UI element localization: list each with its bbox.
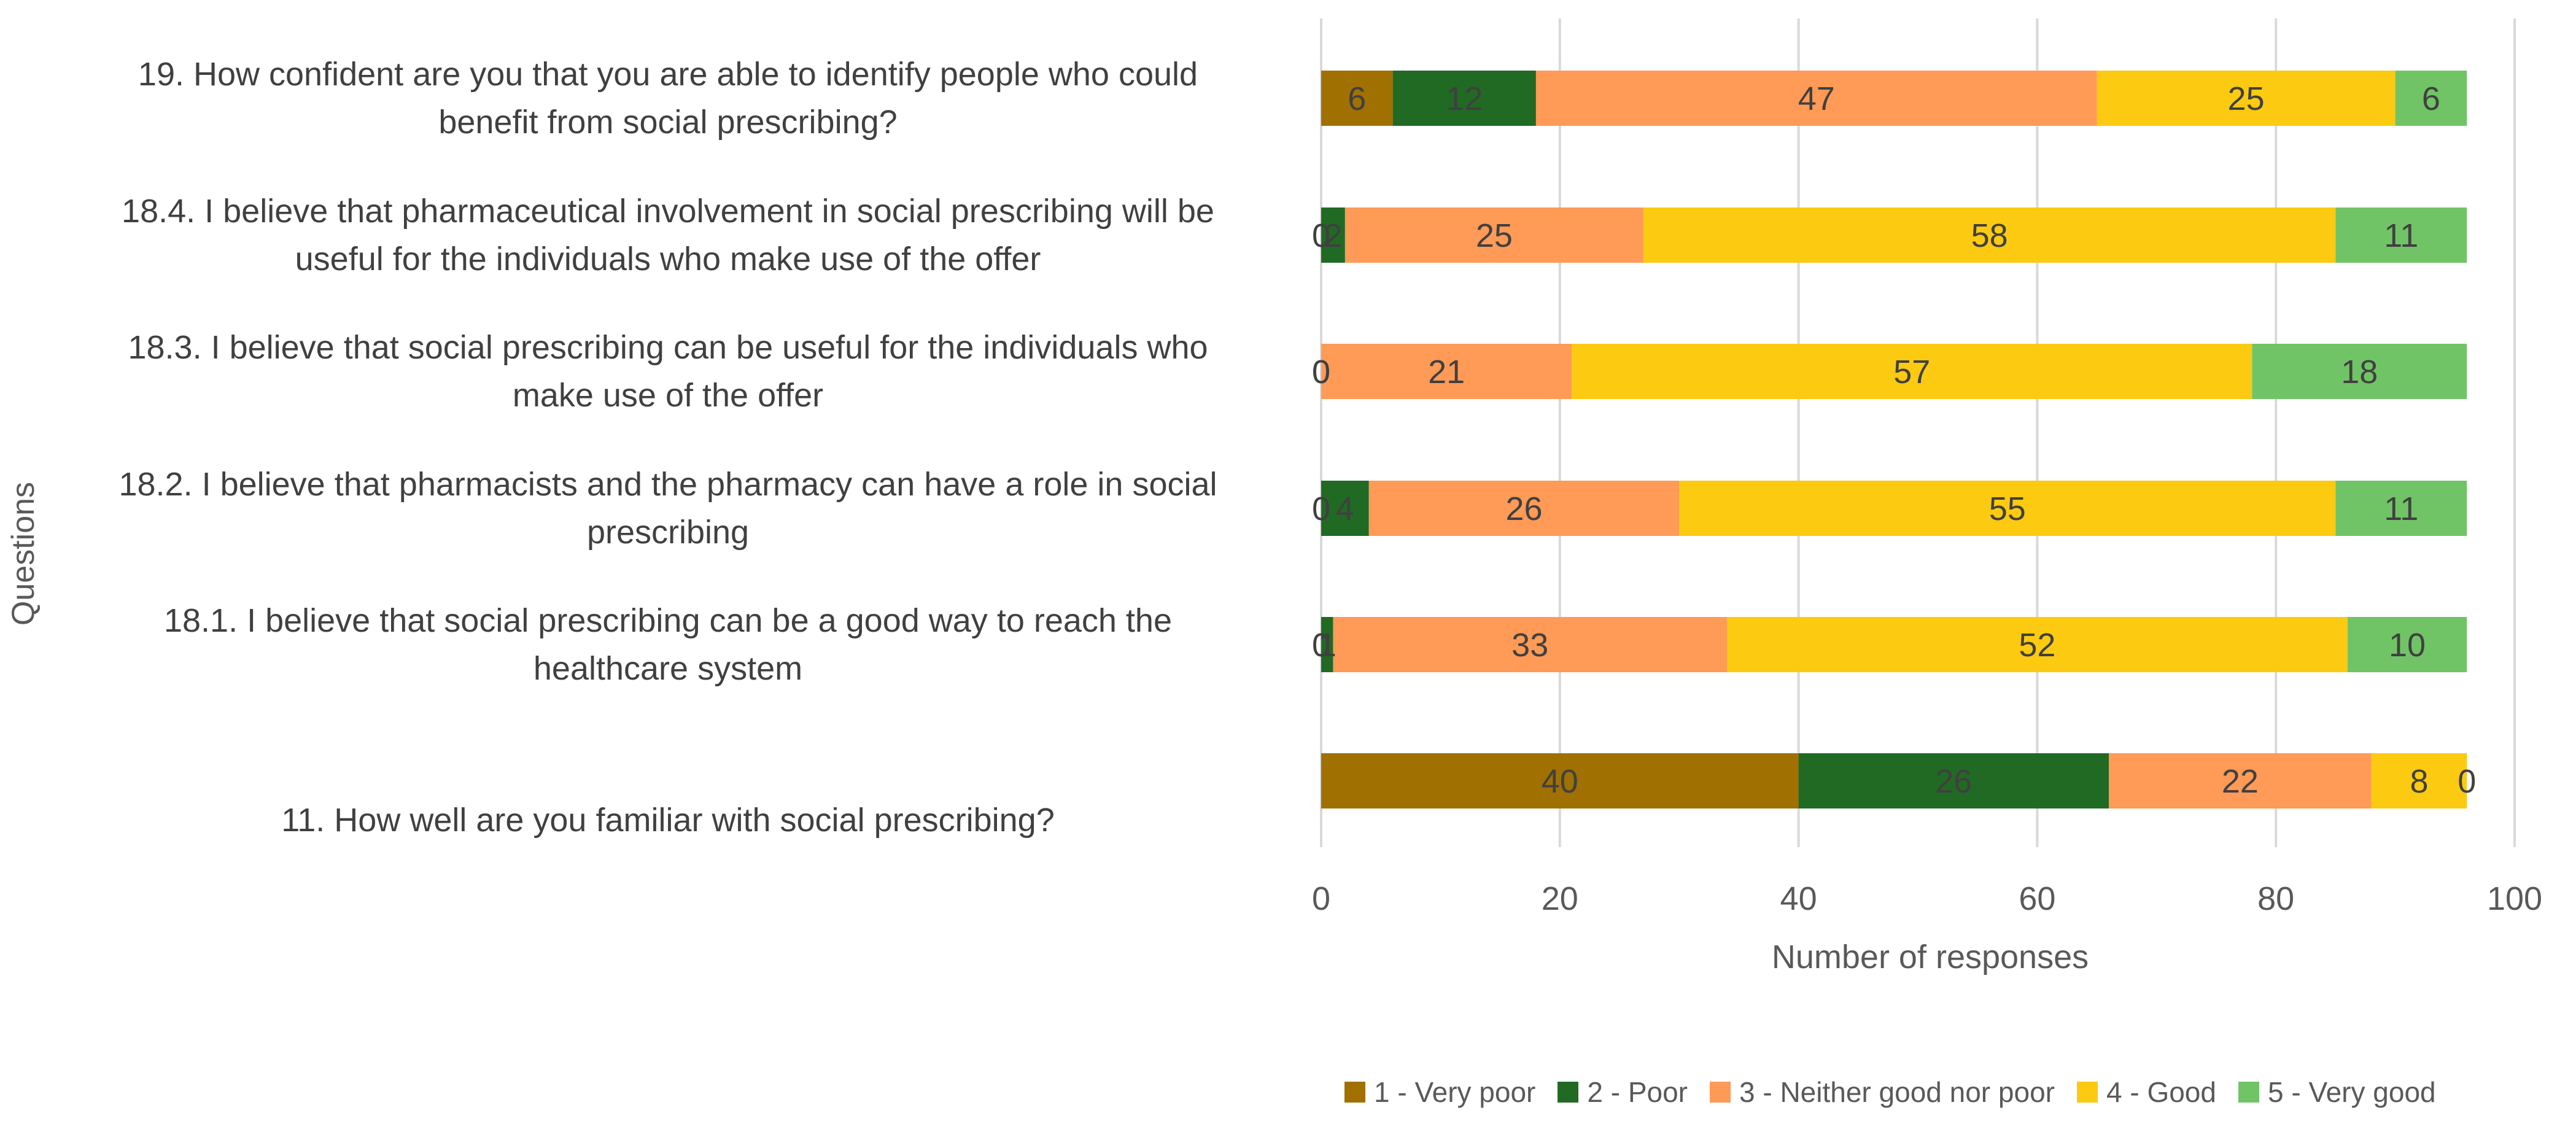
data-label: 1	[1318, 627, 1336, 664]
legend-label: 1 - Very poor	[1374, 1076, 1536, 1108]
bar-segment	[1798, 753, 2109, 808]
bar-segment	[1344, 207, 1643, 263]
legend-item: 1 - Very poor	[1344, 1076, 1535, 1109]
bar-segment	[1368, 481, 1680, 536]
bar-segment	[1321, 753, 1799, 808]
legend-label: 5 - Very good	[2267, 1076, 2436, 1108]
bar-segment	[1321, 344, 1572, 399]
bar-segment	[1643, 207, 2336, 263]
data-label: 0	[1312, 354, 1330, 390]
data-label: 11	[2384, 217, 2418, 254]
data-label: 26	[1505, 491, 1542, 527]
question-label: 18.3. I believe that social prescribing …	[128, 329, 1208, 414]
data-label: 8	[2410, 763, 2428, 800]
data-label: 25	[2228, 80, 2265, 117]
legend-swatch	[2238, 1082, 2259, 1103]
legend-label: 2 - Poor	[1587, 1076, 1688, 1108]
data-label: 6	[2422, 80, 2440, 117]
gridlines	[1320, 18, 2516, 847]
bar-segment	[1572, 344, 2252, 399]
legend-swatch	[1558, 1082, 1579, 1103]
data-label: 55	[1989, 491, 2026, 527]
question-label: 18.4. I believe that pharmaceutical invo…	[122, 193, 1214, 277]
x-tick-label: 80	[2257, 880, 2295, 917]
legend-item: 3 - Neither good nor poor	[1710, 1076, 2055, 1109]
bar-segment	[1333, 617, 1727, 672]
question-label: 11. How well are you familiar with socia…	[281, 802, 1055, 839]
question-label: 18.1. I believe that social prescribing …	[163, 602, 1173, 687]
x-axis-title: Number of responses	[1771, 939, 2089, 975]
data-label: 25	[1476, 217, 1513, 254]
x-tick-label: 20	[1541, 880, 1578, 917]
bar-segment	[1321, 617, 1333, 672]
x-tick-label: 40	[1780, 880, 1817, 917]
question-label: 19. How confident are you that you are a…	[138, 56, 1198, 141]
legend-swatch	[2076, 1082, 2098, 1103]
data-label: 0	[1312, 354, 1330, 390]
y-axis-title: Questions	[6, 481, 41, 626]
data-label: 58	[1971, 217, 2008, 254]
legend-swatch	[1344, 1082, 1365, 1103]
data-label: 40	[1542, 763, 1578, 800]
bar-segment	[2347, 617, 2467, 672]
bar-segment	[1535, 71, 2097, 126]
data-label: 12	[1446, 80, 1483, 117]
bar-segment	[1321, 481, 1369, 536]
data-label: 2	[1324, 217, 1342, 254]
x-tick-label: 100	[2486, 880, 2543, 917]
question-label: 18.2. I believe that pharmacists and the…	[118, 466, 1217, 551]
data-label: 0	[2458, 763, 2476, 800]
x-tick-label: 0	[1311, 880, 1331, 917]
bar-segment	[1392, 71, 1536, 126]
bar-segment	[2109, 753, 2372, 808]
data-label: 18	[2341, 354, 2378, 390]
bar-segment	[2371, 753, 2467, 808]
bar-segment	[2097, 71, 2396, 126]
data-label: 10	[2389, 627, 2426, 664]
legend-label: 4 - Good	[2106, 1076, 2216, 1108]
data-label: 52	[2019, 627, 2055, 664]
bar-segment	[1321, 207, 1345, 263]
legend-label: 3 - Neither good nor poor	[1739, 1076, 2055, 1108]
data-label: 0	[1312, 491, 1330, 527]
data-label: 33	[1511, 627, 1548, 664]
data-label: 11	[2384, 491, 2418, 527]
bar-segment	[2335, 207, 2467, 263]
legend-item: 5 - Very good	[2238, 1076, 2436, 1109]
data-label: 21	[1428, 354, 1465, 390]
data-label: 22	[2222, 763, 2259, 800]
bar-segment	[2395, 71, 2467, 126]
data-label: 6	[1348, 80, 1366, 117]
x-tick-label: 60	[2019, 880, 2056, 917]
legend: 1 - Very poor 2 - Poor 3 - Neither good no…	[1344, 1076, 2436, 1109]
bar-segment	[2252, 344, 2467, 399]
data-label: 4	[1336, 491, 1354, 527]
bars	[1321, 71, 2467, 808]
data-label: 0	[1312, 217, 1330, 254]
data-label: 47	[1798, 80, 1835, 117]
bar-segment	[1321, 71, 1393, 126]
bar-segment	[2335, 481, 2467, 536]
bar-segment	[1726, 617, 2348, 672]
data-label: 26	[1935, 763, 1972, 800]
data-label: 57	[1893, 354, 1930, 390]
bar-segment	[1679, 481, 2336, 536]
legend-item: 2 - Poor	[1558, 1076, 1688, 1109]
legend-item: 4 - Good	[2076, 1076, 2216, 1109]
legend-swatch	[1710, 1082, 1731, 1103]
data-label: 0	[1312, 627, 1330, 664]
